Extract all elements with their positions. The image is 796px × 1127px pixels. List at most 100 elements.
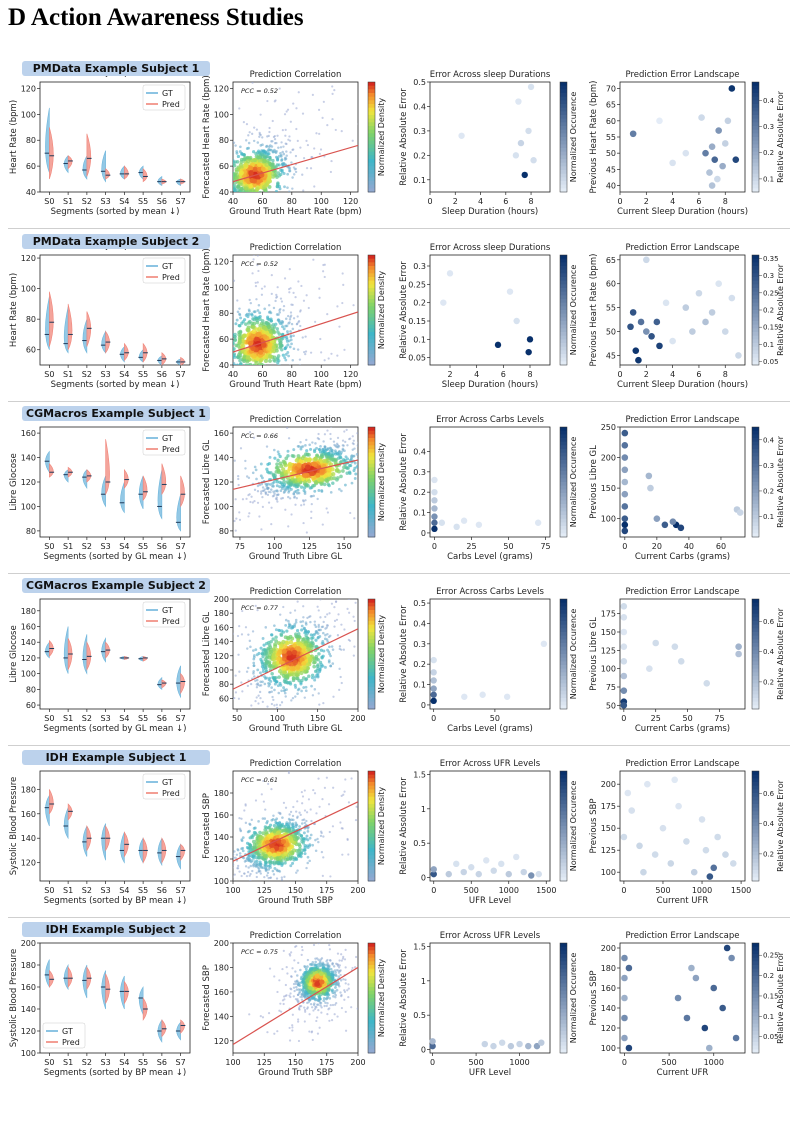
density-point [253, 203, 256, 206]
density-point [191, 508, 193, 510]
density-point [238, 307, 241, 310]
density-point [256, 331, 262, 337]
density-point [247, 476, 251, 480]
density-scatter [214, 82, 358, 213]
landscape-points [627, 256, 742, 364]
density-point [280, 371, 283, 374]
density-point [279, 683, 283, 687]
density-point [220, 211, 222, 213]
density-point [241, 498, 245, 501]
density-point [262, 364, 264, 365]
density-point [220, 377, 222, 379]
density-point [229, 175, 232, 178]
hexbin-point [526, 336, 534, 343]
colorbar-step [368, 526, 375, 531]
density-point [214, 207, 216, 209]
density-point [348, 578, 350, 580]
y-tick-label: 65 [606, 256, 616, 265]
density-point [254, 699, 257, 703]
colorbar-step [368, 137, 375, 142]
density-point [283, 371, 286, 374]
hexbin-point [430, 677, 437, 684]
colorbar-step [368, 515, 375, 520]
density-point [267, 471, 271, 475]
density-point [252, 664, 256, 668]
colorbar-step [560, 679, 567, 684]
colorbar-step [752, 277, 759, 282]
landscape-point [621, 442, 629, 449]
colorbar-step [752, 438, 759, 443]
density-point [294, 821, 298, 825]
density-point [209, 897, 211, 899]
density-point [313, 620, 317, 623]
density-point [130, 540, 132, 542]
density-point [304, 335, 307, 338]
hexbin-point [475, 521, 483, 528]
density-point [266, 871, 270, 875]
density-point [237, 483, 240, 487]
x-tick-label: S2 [82, 370, 92, 379]
density-point [352, 304, 355, 307]
density-point [295, 664, 301, 670]
density-point [279, 463, 284, 468]
density-point [290, 699, 293, 702]
colorbar-step [752, 93, 759, 98]
colorbar-step [752, 526, 759, 531]
y-tick-label: 50 [606, 701, 616, 710]
violin-pred [86, 133, 92, 177]
colorbar-label: Normalized Occurence [569, 609, 578, 700]
density-point [307, 453, 311, 457]
y-tick-label: 100 [214, 666, 229, 675]
density-point [278, 87, 281, 90]
colorbar-frame [367, 598, 376, 710]
density-point [288, 680, 292, 685]
density-point [296, 600, 299, 603]
colorbar-step [752, 288, 759, 293]
y-tick-label: 100 [214, 283, 229, 292]
density-point [213, 338, 215, 340]
colorbar-step [368, 639, 375, 644]
density-point [278, 342, 282, 347]
x-axis-label: Ground Truth Heart Rate (bpm) [229, 380, 361, 390]
row-badge: CGMacros Example Subject 2 [22, 578, 210, 593]
colorbar-step [560, 321, 567, 326]
density-point [283, 635, 288, 640]
x-tick-label: S3 [101, 714, 111, 723]
density-point [266, 462, 270, 466]
density-point [316, 675, 320, 679]
density-point [281, 128, 284, 132]
density-point [363, 443, 365, 445]
density-point [299, 657, 305, 663]
density-point [249, 713, 251, 715]
density-point [266, 317, 270, 321]
density-point [286, 427, 289, 429]
density-point [244, 865, 248, 868]
hexbin-point [438, 519, 446, 526]
density-point [292, 347, 296, 351]
colorbar-step [368, 317, 375, 322]
landscape-point [620, 702, 628, 709]
density-point [252, 657, 256, 661]
colorbar-step [560, 452, 567, 457]
density-point [255, 128, 259, 131]
colorbar-step [368, 705, 375, 710]
colorbar-step [368, 500, 375, 505]
density-point [289, 338, 293, 342]
x-tick-label: 6 [696, 197, 701, 206]
colorbar-step [560, 438, 567, 443]
y-tick-label: 40 [606, 182, 616, 191]
density-point [295, 871, 298, 874]
colorbar-step [752, 328, 759, 333]
density-point [326, 511, 330, 514]
density-point [330, 159, 333, 163]
landscape-point [656, 342, 663, 350]
colorbar-step [752, 427, 759, 432]
density-point [210, 375, 212, 377]
density-point [256, 501, 260, 504]
density-point [233, 186, 236, 191]
density-point [244, 595, 246, 597]
density-point [248, 883, 250, 885]
density-point [252, 436, 256, 439]
density-point [277, 318, 280, 322]
